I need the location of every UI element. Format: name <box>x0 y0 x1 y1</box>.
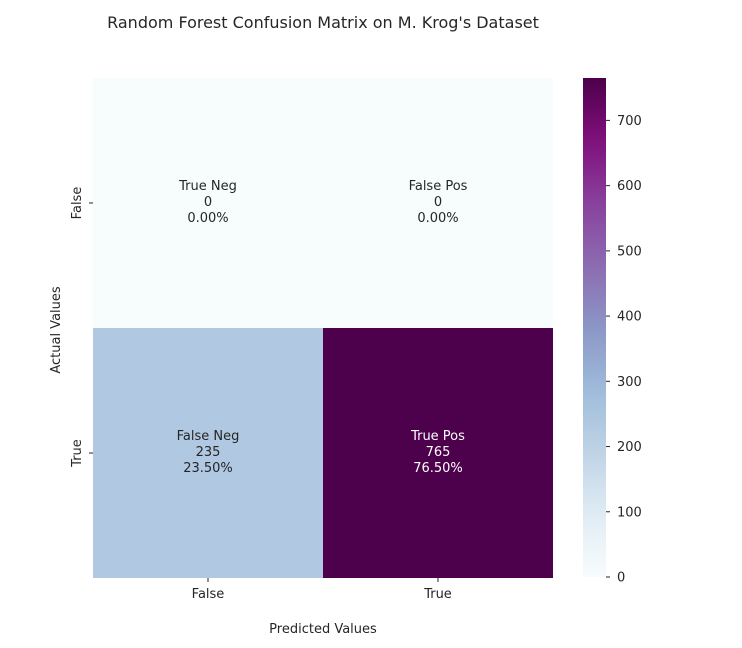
cell-percent: 0.00% <box>187 211 228 226</box>
x-tick-label: True <box>423 587 452 602</box>
x-axis-label: Predicted Values <box>269 622 377 637</box>
colorbar-tick-label: 200 <box>617 440 642 455</box>
cell-percent: 23.50% <box>183 461 233 476</box>
colorbar-gradient <box>583 78 606 577</box>
cell-label: False Neg <box>177 429 240 444</box>
cell-percent: 0.00% <box>417 211 458 226</box>
y-tick-label: False <box>70 187 85 220</box>
heatmap-cell <box>93 78 323 328</box>
cell-count: 235 <box>196 445 221 460</box>
colorbar-tick-label: 300 <box>617 375 642 390</box>
cell-count: 0 <box>434 195 442 210</box>
colorbar: 0 100 200 300 400 500 600 700 <box>583 78 642 586</box>
colorbar-tick-label: 600 <box>617 179 642 194</box>
cell-percent: 76.50% <box>413 461 463 476</box>
cell-label: True Neg <box>178 179 237 194</box>
x-tick-label: False <box>192 587 225 602</box>
colorbar-tick-label: 400 <box>617 310 642 325</box>
y-axis-label: Actual Values <box>49 286 64 374</box>
y-tick-label: True <box>70 439 85 468</box>
axes: False True False True <box>70 187 452 602</box>
colorbar-tick-label: 700 <box>617 114 642 129</box>
colorbar-tick-label: 500 <box>617 244 642 259</box>
colorbar-tick-label: 100 <box>617 505 642 520</box>
cell-label: True Pos <box>410 429 465 444</box>
cell-count: 765 <box>426 445 451 460</box>
heatmap-cell <box>93 328 323 578</box>
chart-title: Random Forest Confusion Matrix on M. Kro… <box>107 13 539 32</box>
cell-count: 0 <box>204 195 212 210</box>
heatmap-cell <box>323 328 553 578</box>
colorbar-tick-label: 0 <box>617 571 625 586</box>
heatmap-cell <box>323 78 553 328</box>
cell-label: False Pos <box>409 179 468 194</box>
